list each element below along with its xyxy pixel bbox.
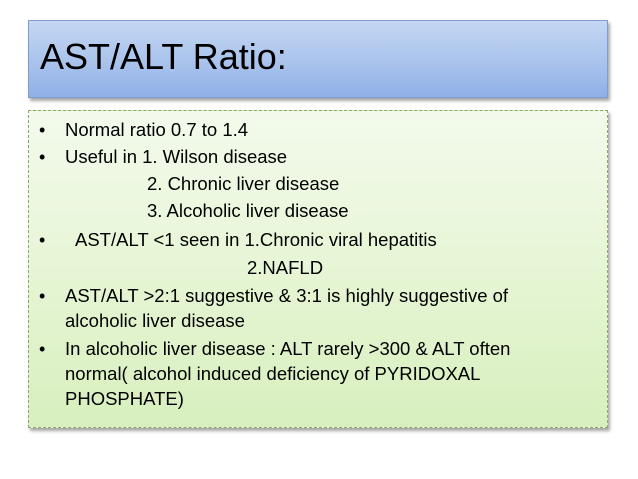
content-line: AST/ALT >2:1 suggestive & 3:1 is highly … bbox=[65, 285, 509, 306]
content-line: In alcoholic liver disease : ALT rarely … bbox=[65, 338, 511, 359]
bullet-icon: • bbox=[39, 147, 46, 167]
content-line: alcoholic liver disease bbox=[65, 310, 245, 331]
content-line: AST/ALT <1 seen in 1.Chronic viral hepat… bbox=[75, 229, 437, 250]
bullet-icon: • bbox=[39, 230, 46, 250]
bullet-icon: • bbox=[39, 286, 46, 306]
bullet-icon: • bbox=[39, 339, 46, 359]
content-line: 3. Alcoholic liver disease bbox=[147, 200, 349, 221]
bullet-icon: • bbox=[39, 120, 46, 140]
content-line: PHOSPHATE) bbox=[65, 388, 184, 409]
content-line: 2. Chronic liver disease bbox=[147, 173, 340, 194]
content-line: Normal ratio 0.7 to 1.4 bbox=[65, 119, 249, 140]
content-line: 2.NAFLD bbox=[247, 257, 324, 278]
slide-title-box: AST/ALT Ratio: bbox=[28, 20, 608, 98]
content-line: normal( alcohol induced deficiency of PY… bbox=[65, 363, 481, 384]
content-line: Useful in 1. Wilson disease bbox=[65, 146, 288, 167]
slide-content-box: • Normal ratio 0.7 to 1.4 • Useful in 1.… bbox=[28, 110, 608, 428]
slide-title: AST/ALT Ratio: bbox=[40, 36, 287, 77]
